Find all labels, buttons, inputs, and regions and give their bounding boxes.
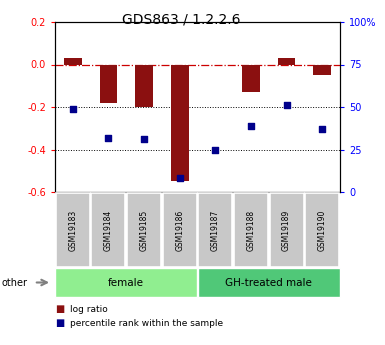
Text: GSM19190: GSM19190 (318, 209, 327, 251)
Text: GSM19186: GSM19186 (175, 209, 184, 250)
Point (319, 126, 325, 132)
Bar (64, 58, 82, 65)
Point (212, 147, 218, 152)
Text: female: female (108, 277, 144, 287)
Point (248, 123, 254, 128)
Text: GSM19183: GSM19183 (68, 209, 77, 250)
Bar (278, 58, 295, 65)
Text: GDS863 / 1.2.2.6: GDS863 / 1.2.2.6 (122, 12, 240, 26)
Bar (171, 65, 189, 181)
Text: percentile rank within the sample: percentile rank within the sample (70, 318, 224, 327)
Text: ■: ■ (55, 304, 64, 314)
Text: GSM19189: GSM19189 (282, 209, 291, 250)
Text: log ratio: log ratio (70, 305, 108, 314)
Bar (135, 65, 153, 107)
Text: ■: ■ (55, 318, 64, 328)
Point (141, 137, 147, 142)
Text: GSM19184: GSM19184 (104, 209, 113, 250)
Text: GSM19188: GSM19188 (246, 209, 255, 250)
Point (105, 135, 112, 140)
Text: GSM19185: GSM19185 (139, 209, 149, 250)
Text: GSM19187: GSM19187 (211, 209, 220, 250)
Point (283, 102, 290, 108)
Point (70, 106, 76, 111)
Bar (100, 65, 117, 103)
Bar (313, 65, 331, 75)
Text: GH-treated male: GH-treated male (225, 277, 312, 287)
Bar (242, 65, 260, 92)
Text: other: other (2, 277, 28, 287)
Point (177, 176, 183, 181)
